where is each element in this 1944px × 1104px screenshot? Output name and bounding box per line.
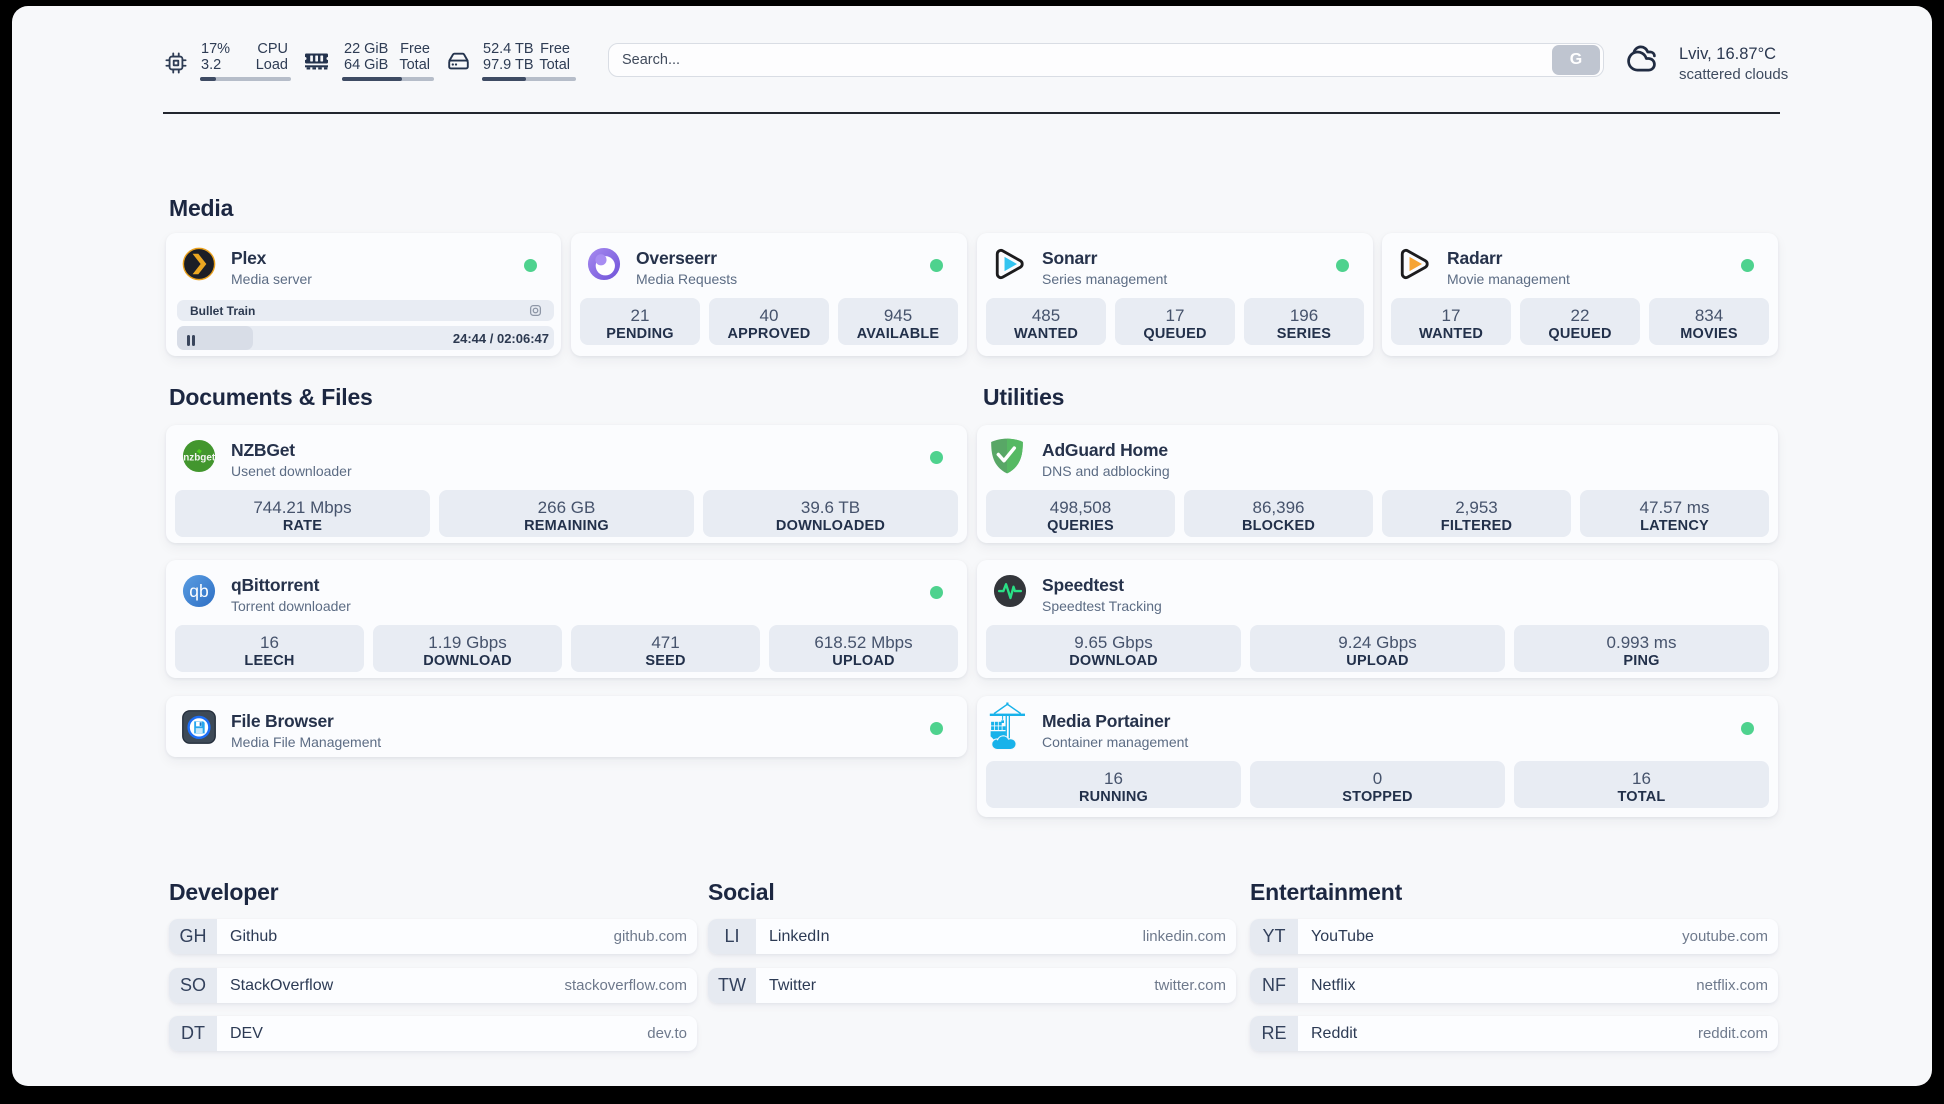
svg-text:qb: qb bbox=[189, 581, 208, 601]
svg-text:nzbget: nzbget bbox=[183, 452, 216, 463]
